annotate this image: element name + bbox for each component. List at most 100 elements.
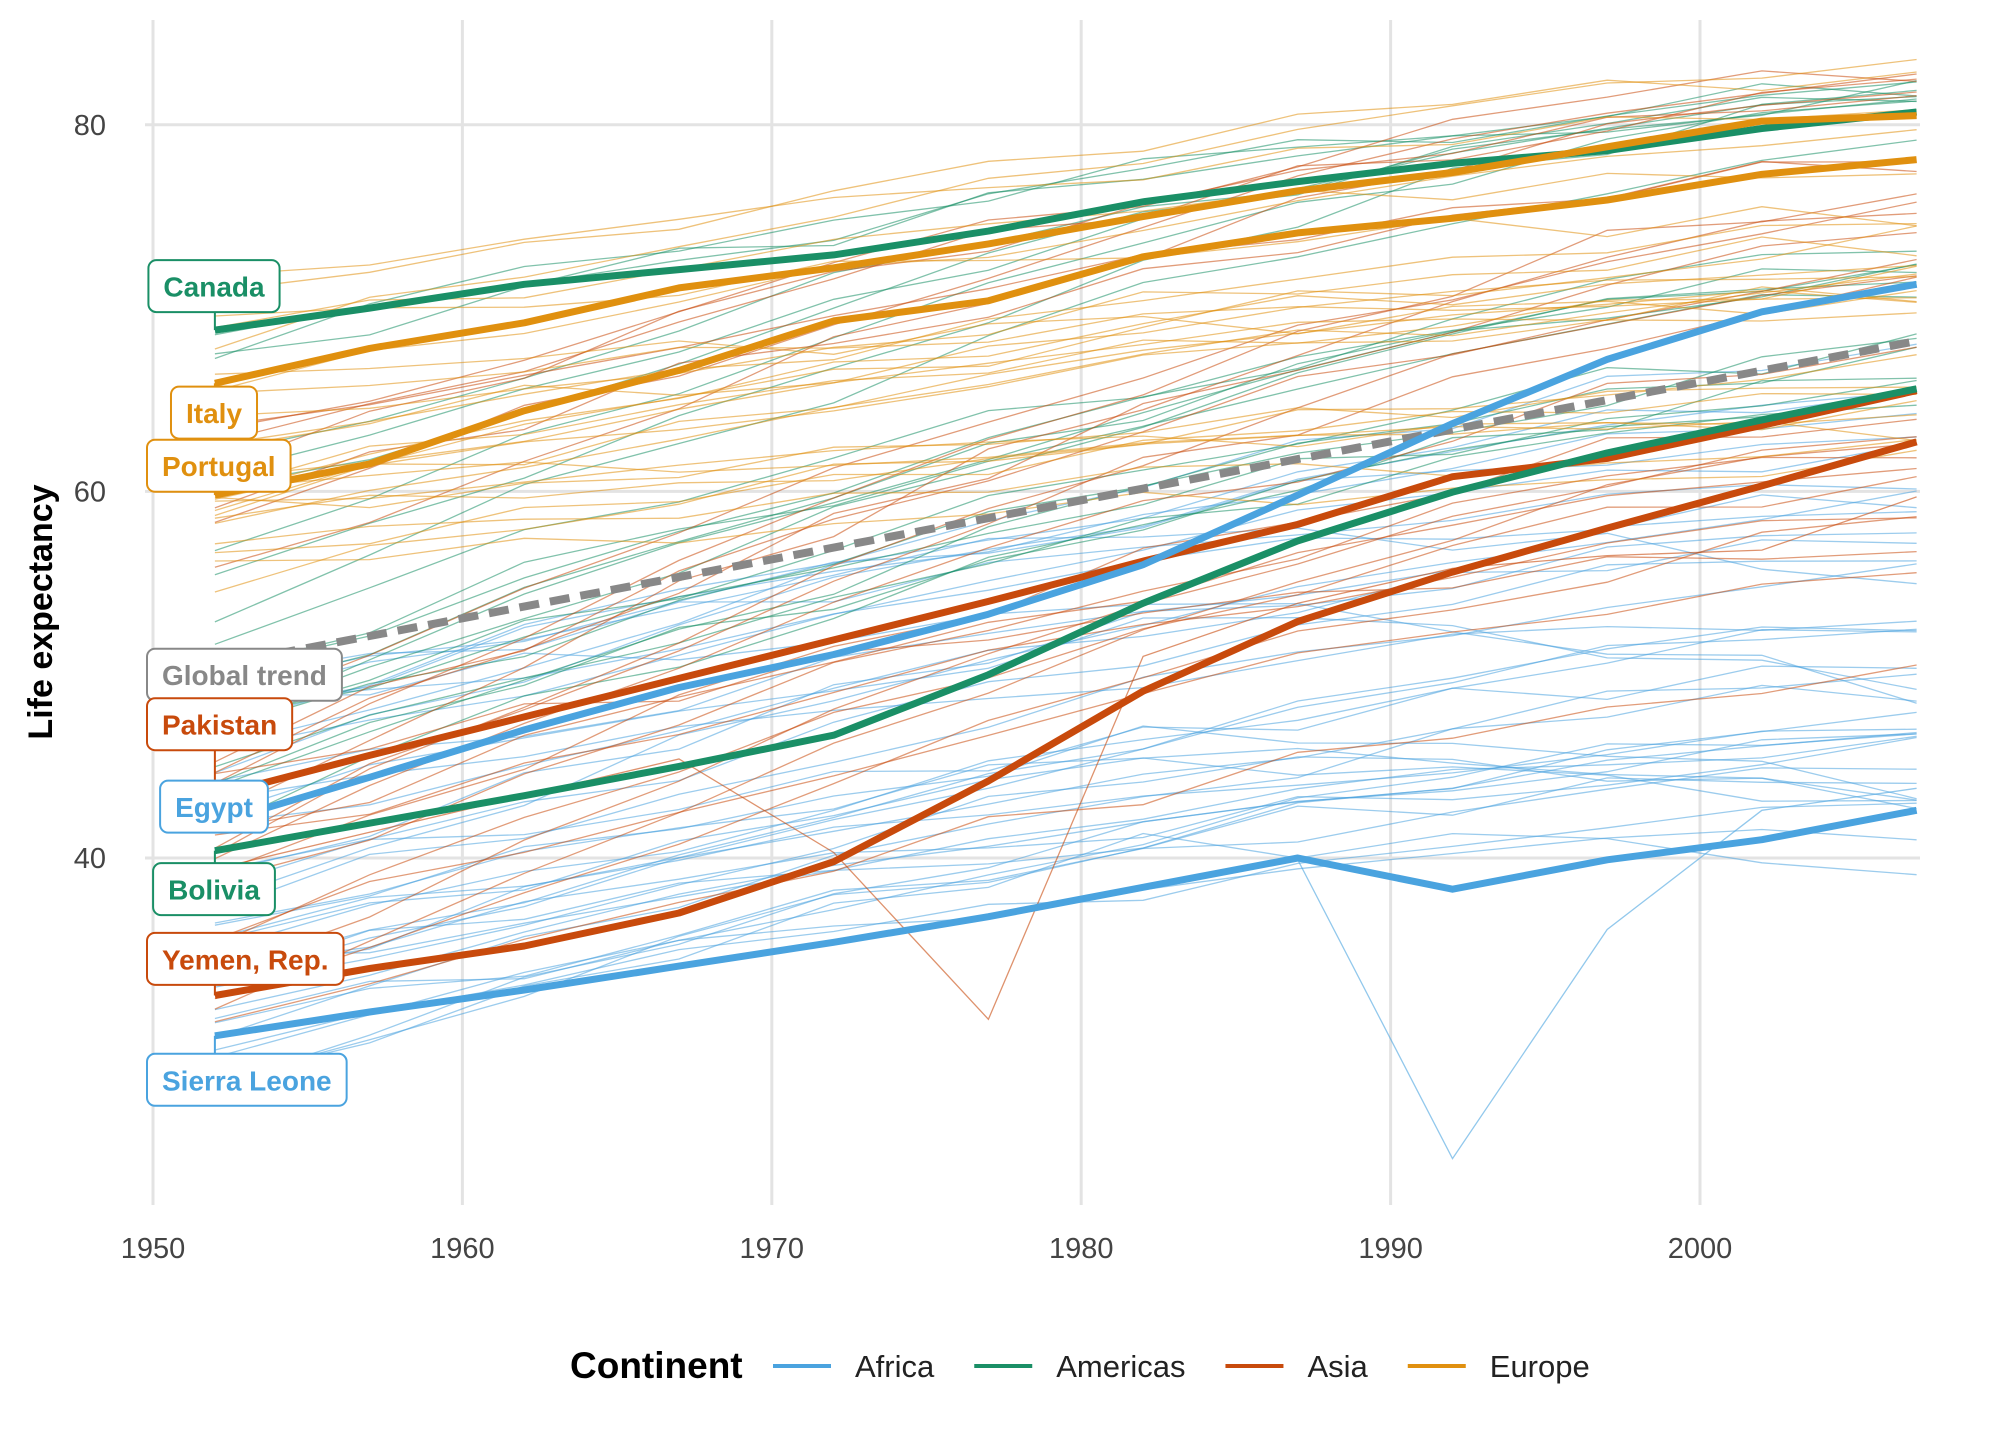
background-line-asia xyxy=(214,515,1917,1000)
background-line-europe xyxy=(214,264,1917,496)
label-text: Italy xyxy=(186,398,242,429)
x-tick-label: 1990 xyxy=(1358,1233,1423,1265)
background-line-africa xyxy=(214,777,1917,956)
background-line-africa xyxy=(214,735,1917,984)
background-line-europe xyxy=(214,273,1917,525)
global-trend xyxy=(214,337,1918,670)
background-line-africa xyxy=(214,711,1917,1086)
background-line-asia xyxy=(214,78,1917,444)
background-line-europe xyxy=(214,265,1917,492)
label-text: Bolivia xyxy=(168,875,260,906)
legend: Continent Africa Americas Asia Europe xyxy=(570,1345,1590,1386)
label-portugal: Portugal xyxy=(146,438,292,496)
label-text: Canada xyxy=(163,272,265,303)
background-line-europe xyxy=(214,312,1917,500)
label-yemen-rep-: Yemen, Rep. xyxy=(146,931,345,996)
y-tick-label: 60 xyxy=(74,476,106,508)
background-line-europe xyxy=(214,420,1917,519)
background-line-europe xyxy=(214,438,1917,545)
label-box xyxy=(146,697,294,752)
label-global-trend: Global trend xyxy=(146,647,343,702)
label-text: Global trend xyxy=(162,660,327,691)
label-text: Yemen, Rep. xyxy=(162,944,329,975)
background-country-lines xyxy=(214,58,1917,1160)
background-line-americas xyxy=(214,379,1917,720)
label-canada: Canada xyxy=(147,259,281,331)
y-tick-label: 80 xyxy=(74,110,106,142)
background-line-americas xyxy=(214,139,1917,623)
legend-label-europe: Europe xyxy=(1490,1349,1590,1384)
background-line-africa xyxy=(214,802,1917,1051)
label-text: Portugal xyxy=(162,451,276,482)
background-line-africa xyxy=(214,483,1917,681)
background-line-europe xyxy=(214,225,1917,517)
label-italy: Italy xyxy=(169,383,259,440)
background-line-africa xyxy=(214,343,1917,726)
background-line-africa xyxy=(214,560,1917,888)
background-line-americas xyxy=(214,377,1917,830)
background-line-africa xyxy=(214,757,1917,942)
legend-label-americas: Americas xyxy=(1056,1349,1185,1384)
legend-label-africa: Africa xyxy=(855,1349,935,1384)
x-tick-label: 1960 xyxy=(430,1233,495,1265)
background-line-africa xyxy=(214,728,1917,939)
background-line-americas xyxy=(214,79,1917,455)
background-line-africa xyxy=(214,731,1917,1082)
label-text: Pakistan xyxy=(162,710,277,741)
background-line-asia xyxy=(214,212,1917,816)
background-line-europe xyxy=(214,289,1917,375)
background-line-americas xyxy=(214,281,1917,725)
series-line-pakistan xyxy=(214,387,1918,800)
background-line-asia xyxy=(214,73,1917,524)
background-line-americas xyxy=(214,333,1917,727)
background-line-europe xyxy=(214,297,1917,394)
background-line-europe xyxy=(214,172,1917,329)
x-tick-label: 1950 xyxy=(121,1233,186,1265)
background-line-africa xyxy=(214,756,1917,988)
background-line-africa xyxy=(214,626,1917,974)
background-line-asia xyxy=(214,475,1917,946)
background-line-europe xyxy=(214,289,1917,512)
x-tick-label: 2000 xyxy=(1668,1233,1733,1265)
background-line-africa xyxy=(214,563,1917,912)
series-line-canada xyxy=(214,108,1917,334)
x-tick-label: 1980 xyxy=(1049,1233,1114,1265)
label-bolivia: Bolivia xyxy=(152,850,276,917)
background-line-africa xyxy=(214,602,1917,704)
global-trend-line xyxy=(214,337,1918,670)
background-line-asia xyxy=(214,456,1917,882)
background-line-asia xyxy=(214,231,1917,774)
highlighted-country-lines xyxy=(213,108,1918,1040)
background-line-europe xyxy=(214,206,1917,317)
label-egypt: Egypt xyxy=(159,779,269,834)
background-line-europe xyxy=(214,414,1917,502)
background-line-africa xyxy=(214,665,1917,872)
legend-label-asia: Asia xyxy=(1307,1349,1368,1384)
legend-title: Continent xyxy=(570,1345,743,1386)
background-line-asia xyxy=(214,346,1917,860)
background-line-africa xyxy=(214,767,1917,1024)
background-line-europe xyxy=(214,71,1917,292)
background-line-americas xyxy=(214,98,1917,355)
background-line-africa xyxy=(214,620,1917,801)
background-line-americas xyxy=(214,83,1917,360)
background-line-europe xyxy=(214,449,1917,562)
background-line-americas xyxy=(214,268,1917,645)
background-line-europe xyxy=(214,109,1917,276)
background-line-europe xyxy=(214,236,1917,417)
series-line-italy xyxy=(214,112,1917,387)
background-line-europe xyxy=(214,392,1917,554)
series-line-bolivia xyxy=(214,385,1918,855)
country-annotations: Canada Italy Portugal Global trend Pakistan E… xyxy=(146,259,348,1107)
background-line-americas xyxy=(214,264,1917,728)
background-line-asia xyxy=(214,467,1917,831)
series-line-sierra-leone xyxy=(214,806,1918,1040)
background-line-asia xyxy=(214,436,1917,974)
background-line-africa xyxy=(214,733,1917,1058)
background-line-africa xyxy=(214,442,1917,752)
label-text: Egypt xyxy=(175,792,253,823)
background-line-africa xyxy=(214,736,1917,968)
background-line-asia xyxy=(214,276,1917,849)
label-sierra-leone: Sierra Leone xyxy=(146,1035,348,1107)
